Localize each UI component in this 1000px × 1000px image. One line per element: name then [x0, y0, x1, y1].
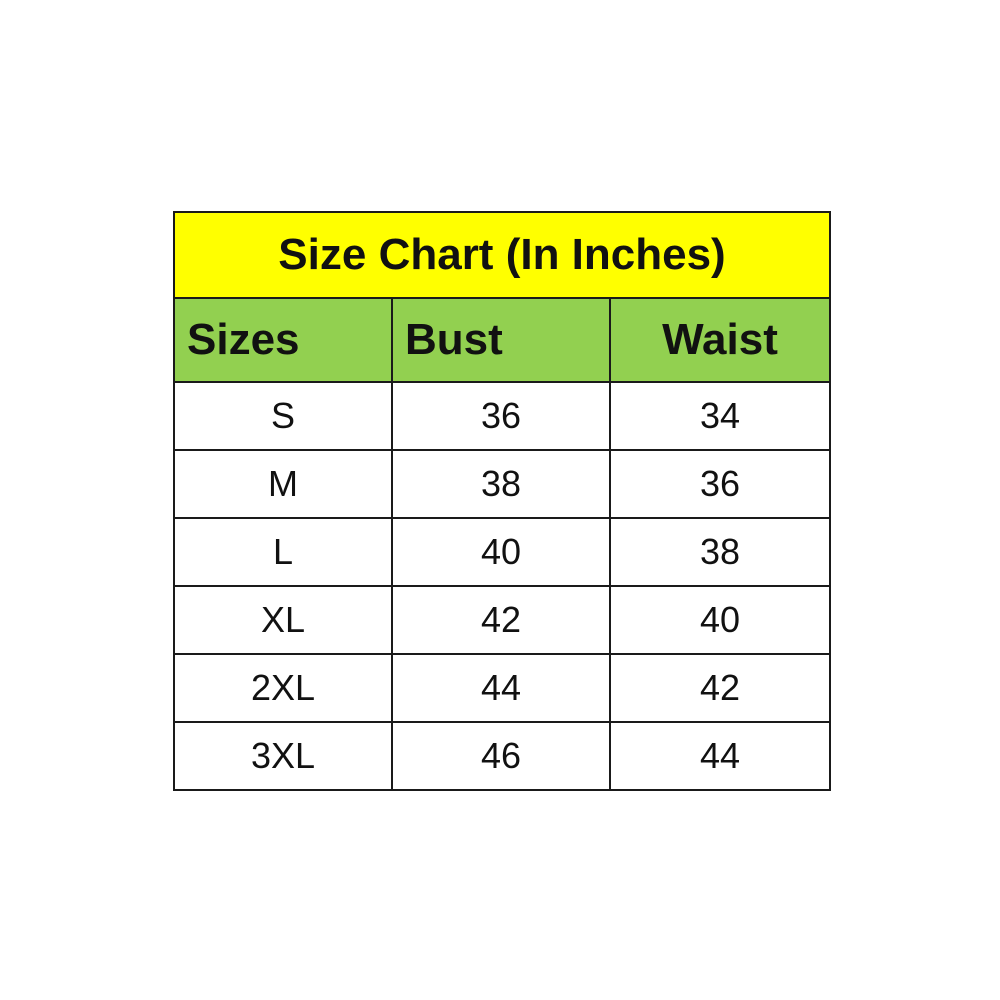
size-cell: 2XL [173, 653, 393, 723]
size-cell: 3XL [173, 721, 393, 791]
table-row: XL 42 40 [173, 585, 832, 655]
header-sizes: Sizes [173, 297, 393, 383]
waist-cell: 44 [608, 721, 832, 791]
bust-cell: 42 [391, 585, 611, 655]
table-row: M 38 36 [173, 449, 832, 519]
waist-cell: 34 [608, 381, 832, 451]
bust-cell: 44 [391, 653, 611, 723]
title-row: Size Chart (In Inches) [172, 211, 832, 299]
header-waist: Waist [608, 297, 832, 383]
header-row: Sizes Bust Waist [173, 297, 832, 383]
bust-cell: 40 [391, 517, 611, 587]
size-cell: M [173, 449, 393, 519]
waist-cell: 40 [608, 585, 832, 655]
table-row: S 36 34 [173, 381, 832, 451]
bust-cell: 36 [391, 381, 611, 451]
table-row: 2XL 44 42 [173, 653, 832, 723]
table-row: L 40 38 [173, 517, 832, 587]
size-cell: S [173, 381, 393, 451]
size-cell: XL [173, 585, 393, 655]
table-title: Size Chart (In Inches) [172, 211, 832, 299]
bust-cell: 46 [391, 721, 611, 791]
table-row: 3XL 46 44 [173, 721, 832, 791]
waist-cell: 38 [608, 517, 832, 587]
bust-cell: 38 [391, 449, 611, 519]
waist-cell: 42 [608, 653, 832, 723]
size-chart-table: Size Chart (In Inches) Sizes Bust Waist … [172, 211, 832, 791]
header-bust: Bust [391, 297, 611, 383]
size-cell: L [173, 517, 393, 587]
waist-cell: 36 [608, 449, 832, 519]
